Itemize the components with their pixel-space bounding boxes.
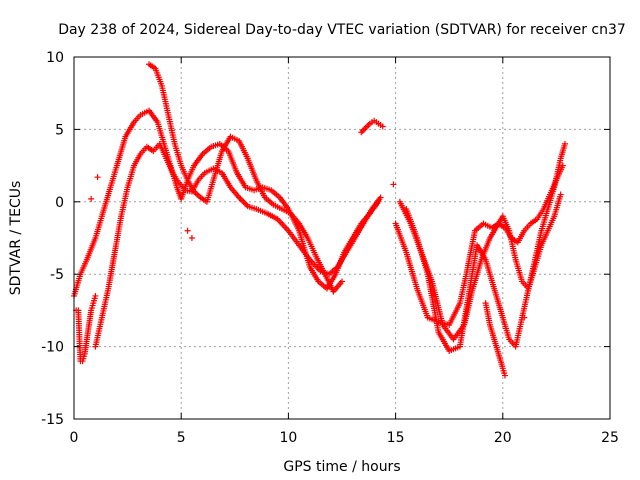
data-point [364,123,371,130]
data-point [361,126,368,133]
data-point [92,292,99,299]
x-tick-label: 25 [601,430,619,446]
data-point [94,174,101,181]
y-tick-label: 10 [46,50,64,66]
data-point [237,195,244,202]
series-track-f [403,191,564,354]
grid-layer [74,57,610,419]
series-track-a [71,107,382,299]
data-point [521,314,528,321]
data-point [379,123,386,130]
y-tick-label: 5 [55,122,64,138]
x-axis-label: GPS time / hours [283,459,400,475]
data-point [88,195,95,202]
x-tick-label: 10 [279,430,297,446]
series-track-i [358,117,386,136]
data-point [188,235,195,241]
chart-title: Day 238 of 2024, Sidereal Day-to-day VTE… [58,22,626,38]
series-track-c [146,61,345,295]
series-track-g [73,292,99,365]
data-point [390,181,397,188]
series-track-b [92,140,384,350]
data-point [359,127,366,134]
y-axis-label: SDTVAR / TECUs [8,181,24,296]
data-point [358,129,365,136]
y-tick-label: -5 [50,267,64,283]
data-point [501,372,508,379]
data-point [238,197,245,204]
series-track-d [392,140,568,328]
series-track-j [88,174,528,321]
data-point [559,162,566,169]
y-tick-label: 0 [55,195,64,211]
x-tick-label: 20 [494,430,512,446]
data-point [561,140,568,147]
y-tick-label: -15 [41,412,64,428]
y-tick-label: -10 [41,340,64,356]
series-track-h [482,300,508,379]
tick-layer: 0 5 10 15 20 25 -15 -10 -5 0 5 10 [41,50,619,446]
data-point [365,122,372,129]
data-points-layer [71,61,568,379]
data-point [184,227,191,234]
x-tick-label: 0 [70,430,79,446]
data-point [362,124,369,131]
data-point [557,191,564,198]
data-point [339,278,345,285]
data-point [240,198,247,205]
data-point [241,200,248,207]
x-tick-label: 15 [387,430,405,446]
x-tick-label: 5 [177,430,186,446]
data-point [377,194,384,201]
plot-frame [73,56,611,420]
